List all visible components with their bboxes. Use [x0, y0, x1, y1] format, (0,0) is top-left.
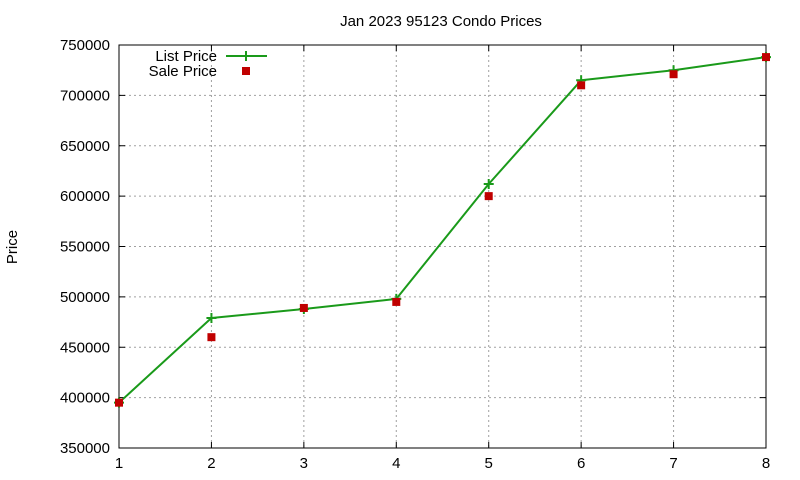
sale-price-point: [762, 53, 770, 62]
x-tick-label: 2: [207, 455, 215, 472]
x-tick-label: 7: [669, 455, 677, 472]
y-tick-label: 450000: [60, 339, 110, 356]
legend-label-sale-price: Sale Price: [149, 63, 217, 80]
x-tick-label: 8: [762, 455, 770, 472]
axes: 350000 400000 450000 500000 550000 600000 6500…: [60, 37, 770, 472]
x-tick-label: 1: [115, 455, 123, 472]
x-tick-label: 5: [485, 455, 493, 472]
series-area: [114, 52, 771, 408]
list-price-line: [118, 56, 767, 404]
y-tick-label: 500000: [60, 289, 110, 306]
y-tick-label: 700000: [60, 87, 110, 104]
sale-price-point: [299, 303, 308, 312]
sale-price-point: [484, 192, 493, 201]
y-tick-label: 400000: [60, 390, 110, 407]
sale-price-point: [577, 81, 586, 90]
y-axis-label: Price: [4, 230, 21, 264]
legend-marker-sale-price: [242, 67, 250, 75]
sale-price-point: [115, 398, 123, 407]
x-tick-label: 3: [300, 455, 308, 472]
plot-frame: [118, 44, 767, 449]
y-tick-label: 600000: [60, 188, 110, 205]
y-tick-label: 350000: [60, 440, 110, 457]
list-price-point: [483, 179, 494, 190]
list-price-point: [206, 313, 217, 324]
legend-marker-list-price: [241, 51, 251, 61]
y-tick-label: 650000: [60, 138, 110, 155]
x-tick-label: 4: [392, 455, 400, 472]
sale-price-point: [669, 70, 678, 79]
x-tick-label: 6: [577, 455, 585, 472]
y-tick-label: 550000: [60, 239, 110, 256]
sale-price-point: [392, 297, 401, 306]
legend-label-list-price: List Price: [155, 48, 217, 65]
grid-lines: [119, 45, 766, 448]
sale-price-point: [207, 333, 216, 342]
y-tick-label: 750000: [60, 37, 110, 54]
chart-title: Jan 2023 95123 Condo Prices: [340, 13, 542, 30]
